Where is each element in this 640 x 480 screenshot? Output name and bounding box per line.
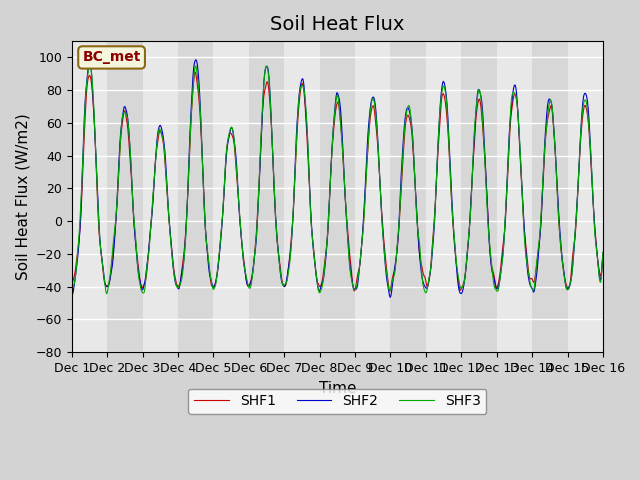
SHF1 xyxy=(191,69,199,75)
Bar xyxy=(107,41,143,352)
SHF3 xyxy=(102,291,110,297)
X-axis label: Time: Time xyxy=(319,381,356,396)
Bar xyxy=(249,41,284,352)
SHF3 xyxy=(68,282,76,288)
Line: SHF2: SHF2 xyxy=(72,60,603,298)
SHF1 xyxy=(186,141,194,147)
Title: Soil Heat Flux: Soil Heat Flux xyxy=(270,15,404,34)
Bar xyxy=(461,41,497,352)
Line: SHF1: SHF1 xyxy=(72,72,603,291)
SHF2 xyxy=(192,57,200,62)
Bar xyxy=(532,41,568,352)
SHF1 xyxy=(68,281,76,287)
SHF2 xyxy=(387,295,394,300)
SHF2 xyxy=(599,250,607,255)
Bar xyxy=(319,41,355,352)
SHF1 xyxy=(77,203,85,208)
Bar xyxy=(390,41,426,352)
Bar xyxy=(178,41,213,352)
SHF3 xyxy=(134,262,141,268)
SHF3 xyxy=(86,61,94,67)
SHF1 xyxy=(403,113,411,119)
SHF2 xyxy=(186,130,194,136)
SHF2 xyxy=(132,246,140,252)
SHF1 xyxy=(387,288,394,294)
SHF3 xyxy=(216,248,223,253)
SHF3 xyxy=(77,189,85,195)
Y-axis label: Soil Heat Flux (W/m2): Soil Heat Flux (W/m2) xyxy=(15,113,30,280)
SHF2 xyxy=(403,105,411,111)
SHF2 xyxy=(77,196,85,202)
SHF3 xyxy=(599,249,607,255)
SHF1 xyxy=(599,252,607,258)
SHF1 xyxy=(419,268,426,274)
SHF2 xyxy=(215,258,223,264)
SHF2 xyxy=(68,292,76,298)
SHF1 xyxy=(215,256,223,262)
SHF3 xyxy=(419,280,426,286)
SHF3 xyxy=(403,107,411,112)
Legend: SHF1, SHF2, SHF3: SHF1, SHF2, SHF3 xyxy=(188,389,486,414)
SHF2 xyxy=(419,278,426,284)
SHF3 xyxy=(188,108,195,114)
SHF1 xyxy=(132,243,140,249)
Line: SHF3: SHF3 xyxy=(72,64,603,294)
Text: BC_met: BC_met xyxy=(83,50,141,64)
